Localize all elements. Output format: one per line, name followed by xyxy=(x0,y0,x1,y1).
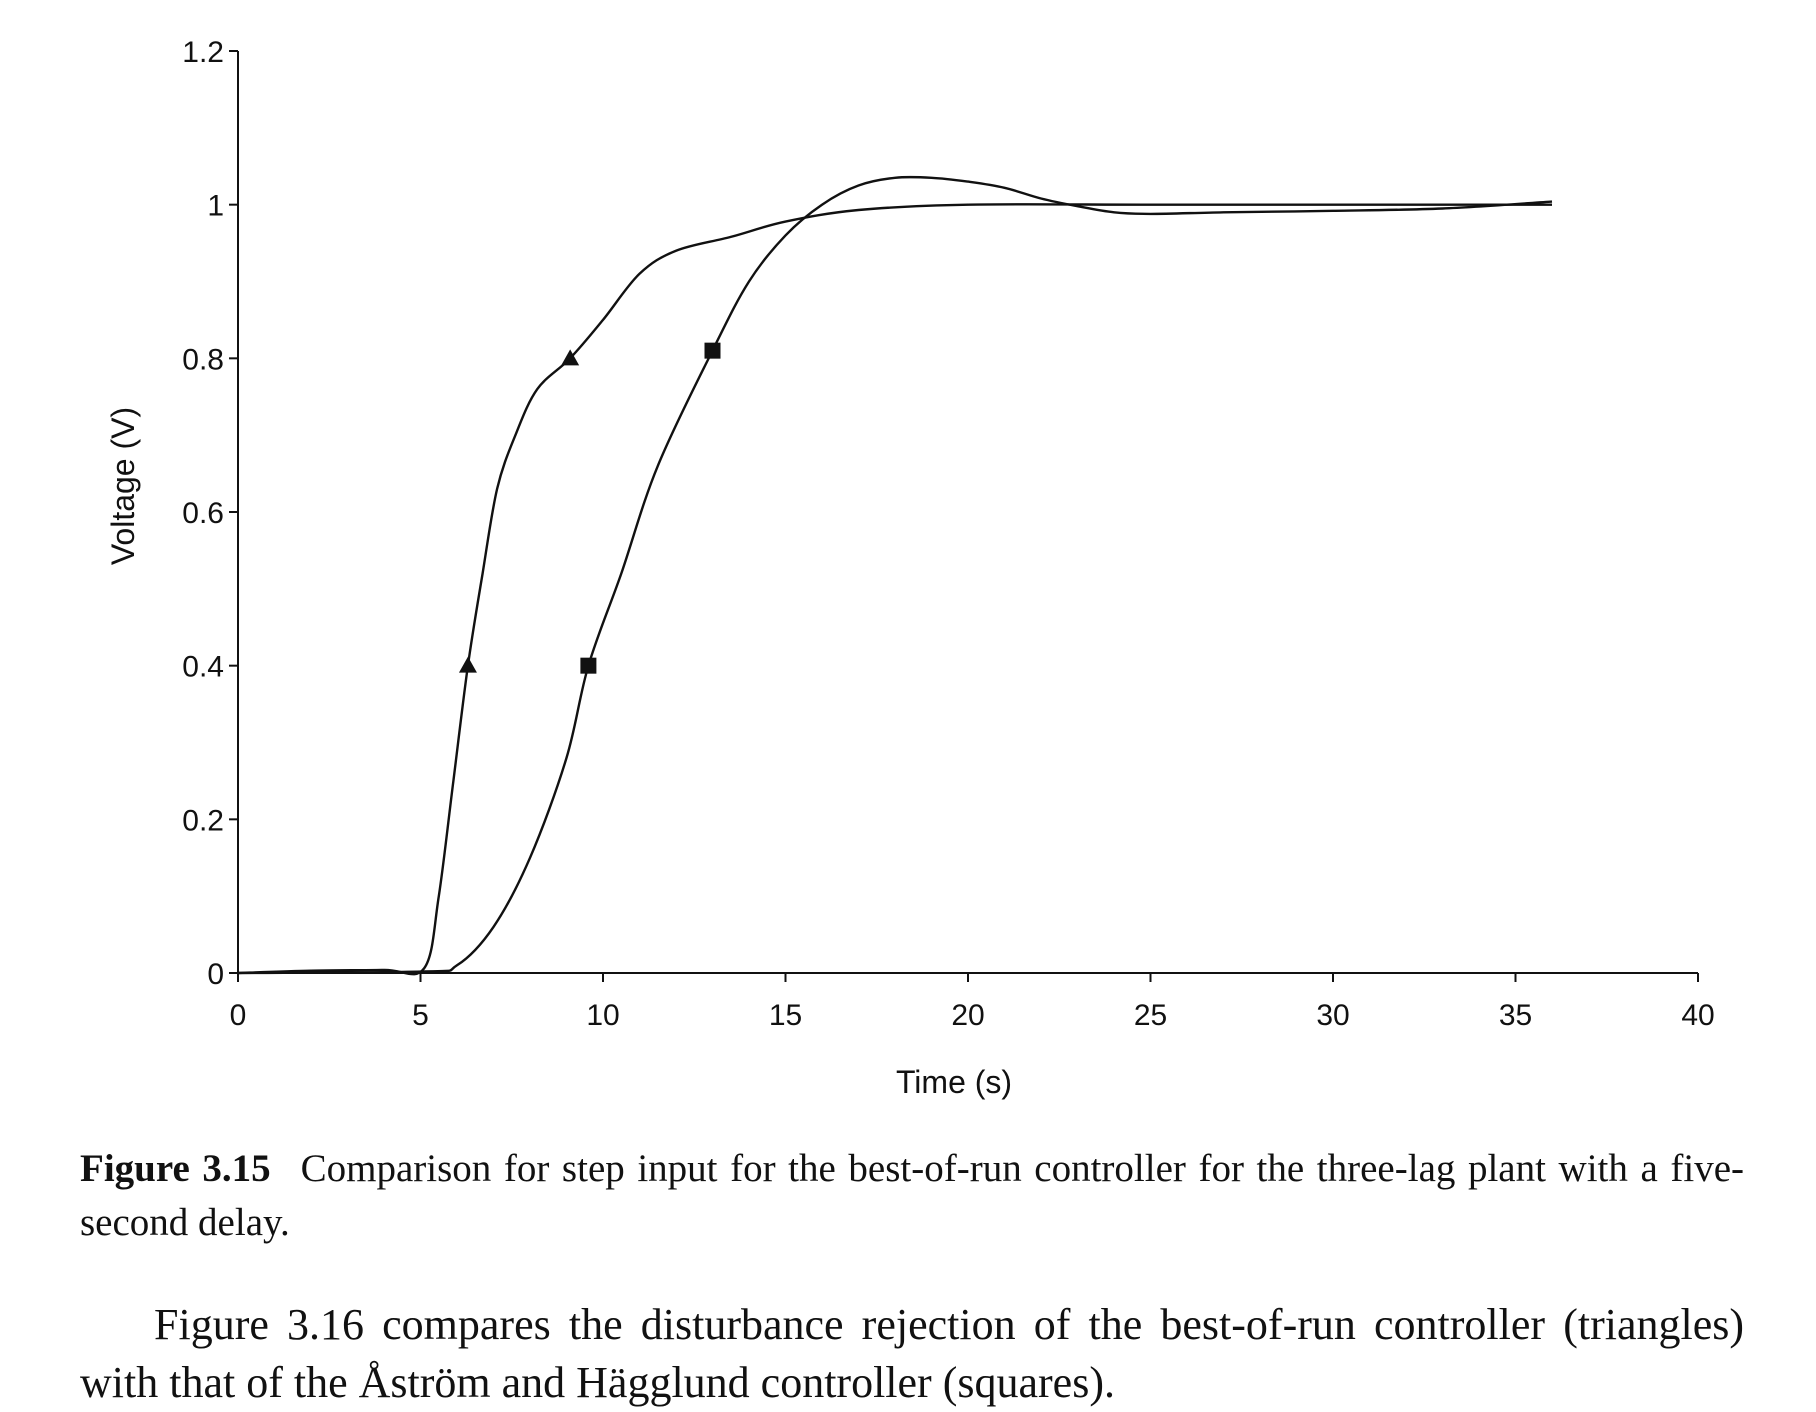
x-tick-label: 20 xyxy=(951,999,984,1032)
figure-caption-text: Comparison for step input for the best-o… xyxy=(80,1147,1744,1244)
x-tick-label: 30 xyxy=(1316,999,1349,1032)
step-response-chart: 0 5 10 15 20 25 30 35 40 0 0.2 0.4 0.6 0.8 1 1.2 Time (… xyxy=(105,36,1715,1100)
y-tick-label: 0.4 xyxy=(182,651,224,684)
chart-series xyxy=(237,175,1553,976)
y-tick-label: 1 xyxy=(207,190,224,223)
square-marker xyxy=(704,342,721,359)
x-tick-label: 25 xyxy=(1134,999,1167,1032)
triangle-marker xyxy=(561,349,580,366)
y-tick-label: 1.2 xyxy=(182,36,224,69)
x-axis-title: Time (s) xyxy=(896,1064,1012,1100)
triangle-marker xyxy=(458,656,477,673)
x-tick-label: 40 xyxy=(1681,999,1714,1032)
body-paragraph: Figure 3.16 compares the disturbance rej… xyxy=(80,1300,1744,1407)
x-tick-label: 10 xyxy=(586,999,619,1032)
y-tick-label: 0.8 xyxy=(182,343,224,376)
x-tick-label: 0 xyxy=(230,999,247,1032)
series-square-line xyxy=(237,175,1553,975)
x-tick-label: 35 xyxy=(1499,999,1532,1032)
y-tick-label: 0.6 xyxy=(182,497,224,530)
y-tick-label: 0.2 xyxy=(182,804,224,837)
figure-label: Figure 3.15 xyxy=(80,1147,271,1190)
square-marker xyxy=(580,657,597,674)
x-tick-label: 15 xyxy=(769,999,802,1032)
x-tick-label: 5 xyxy=(412,999,429,1032)
series-triangle-line xyxy=(237,203,1552,976)
y-tick-label: 0 xyxy=(207,958,224,991)
chart-axes: 0 5 10 15 20 25 30 35 40 0 0.2 0.4 0.6 0.8 1 1.2 xyxy=(182,36,1714,1032)
figure-caption: Figure 3.15 Comparison for step input for… xyxy=(80,1142,1744,1250)
y-axis-title: Voltage (V) xyxy=(105,407,141,565)
